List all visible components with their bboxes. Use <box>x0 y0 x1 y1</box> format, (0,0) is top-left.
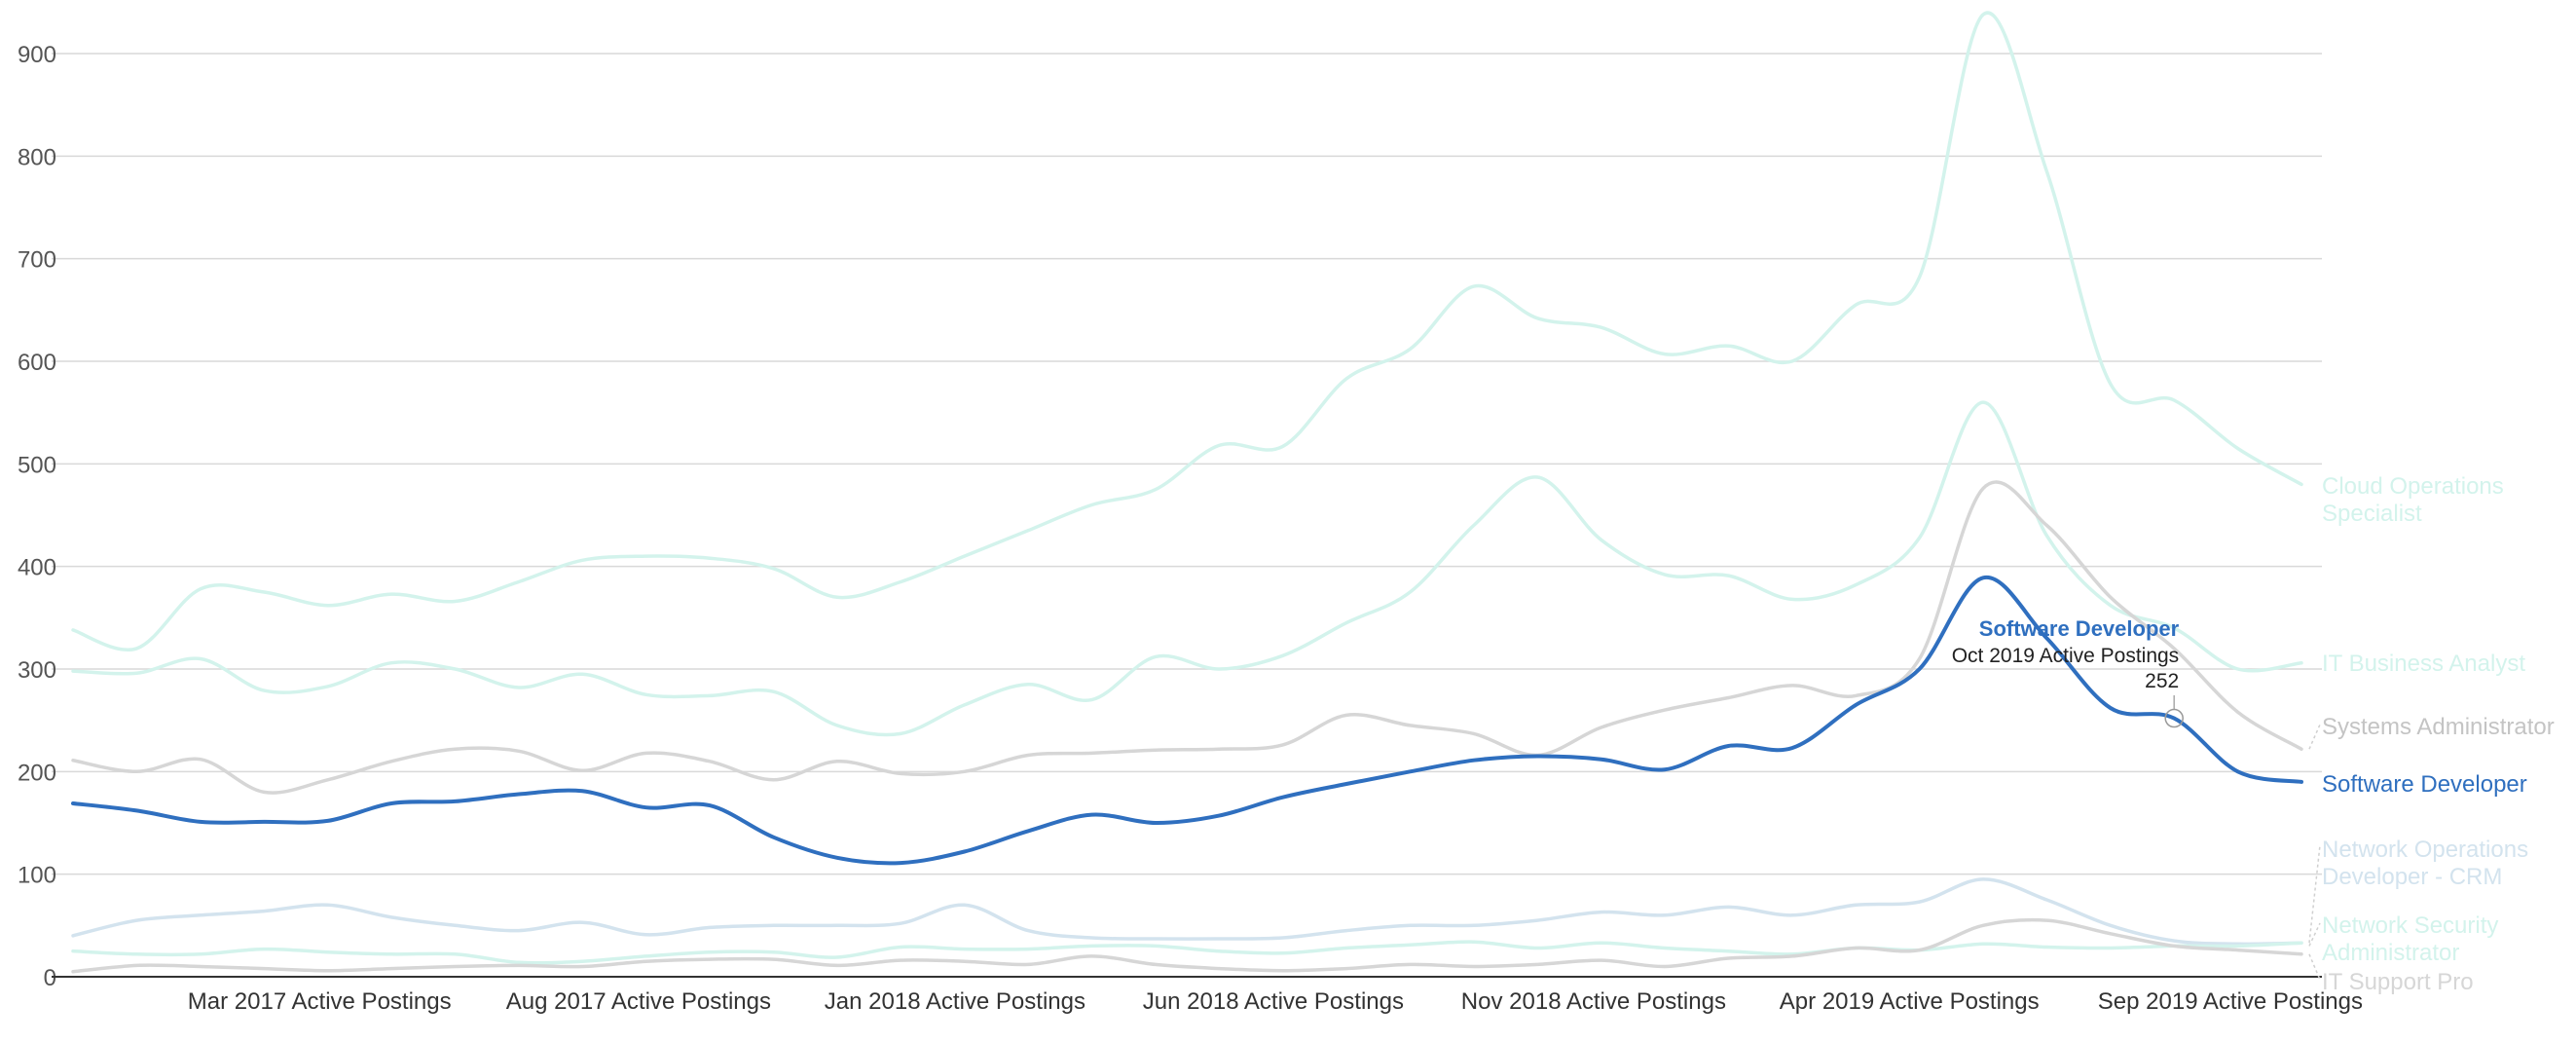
x-tick-label: Sep 2019 Active Postings <box>2098 988 2363 1015</box>
series-end-label-line: Systems Administrator <box>2322 714 2555 740</box>
series-end-label[interactable]: Software Developer <box>2322 771 2527 798</box>
tooltip-period: Oct 2019 Active Postings <box>1952 645 2179 667</box>
series-end-label[interactable]: Cloud Operations Specialist <box>2322 473 2504 527</box>
series-end-labels[interactable]: Cloud Operations Specialist IT Business An… <box>2308 473 2555 995</box>
series-end-label-line: Network Operations <box>2322 837 2528 863</box>
hover-tooltip: Software Developer Oct 2019 Active Posti… <box>1952 616 2184 728</box>
series-end-label[interactable]: Network Operations Developer - CRM <box>2322 837 2528 890</box>
series-line <box>71 917 2303 974</box>
series-line <box>71 480 2303 795</box>
y-tick-label: 500 <box>18 452 56 478</box>
label-connector <box>2308 953 2321 981</box>
y-tick-label: 900 <box>18 42 56 68</box>
gridlines <box>52 53 2322 875</box>
x-tick-label: Mar 2017 Active Postings <box>188 988 452 1015</box>
y-tick-label: 0 <box>44 965 56 991</box>
x-axis-tick-labels: Mar 2017 Active Postings Aug 2017 Active … <box>188 988 2363 1015</box>
tooltip-series-name: Software Developer <box>1979 616 2180 641</box>
series-end-label-line: IT Support Pro <box>2322 969 2474 995</box>
series-end-label-line: Software Developer <box>2322 771 2527 798</box>
series-end-label-line: Developer - CRM <box>2322 864 2502 890</box>
x-tick-label: Jun 2018 Active Postings <box>1143 988 1404 1015</box>
series-end-label[interactable]: IT Support Pro <box>2322 969 2474 995</box>
series-end-label-line: Cloud Operations <box>2322 473 2504 500</box>
series-end-label-line: Network Security <box>2322 912 2498 939</box>
series-lines <box>71 11 2303 974</box>
y-tick-label: 800 <box>18 144 56 170</box>
x-tick-label: Nov 2018 Active Postings <box>1461 988 1726 1015</box>
y-tick-label: 700 <box>18 247 56 274</box>
label-connector <box>2308 844 2321 944</box>
series-line <box>71 877 2303 947</box>
tooltip-value: 252 <box>2145 670 2179 692</box>
x-tick-label: Apr 2019 Active Postings <box>1780 988 2040 1015</box>
y-tick-label: 300 <box>18 657 56 684</box>
y-tick-label: 400 <box>18 555 56 581</box>
y-tick-label: 200 <box>18 760 56 786</box>
tooltip-point-marker[interactable] <box>2164 708 2184 728</box>
label-connector <box>2308 724 2321 750</box>
y-tick-label: 600 <box>18 350 56 376</box>
label-connector <box>2308 922 2321 947</box>
x-tick-label: Aug 2017 Active Postings <box>506 988 771 1015</box>
series-end-label-line: Specialist <box>2322 501 2422 527</box>
series-end-label[interactable]: Systems Administrator <box>2322 714 2555 740</box>
series-line <box>71 940 2303 965</box>
series-end-label[interactable]: IT Business Analyst <box>2322 651 2525 677</box>
series-line <box>71 400 2303 737</box>
series-end-label-line: Administrator <box>2322 940 2459 966</box>
series-line <box>71 11 2303 651</box>
series-end-label[interactable]: Network Security Administrator <box>2322 912 2498 966</box>
series-end-label-line: IT Business Analyst <box>2322 651 2525 677</box>
y-axis-tick-labels: 0 100 200 300 400 500 600 700 800 900 <box>18 42 56 991</box>
series-line <box>71 576 2303 866</box>
y-tick-label: 100 <box>18 863 56 889</box>
x-tick-label: Jan 2018 Active Postings <box>825 988 1086 1015</box>
